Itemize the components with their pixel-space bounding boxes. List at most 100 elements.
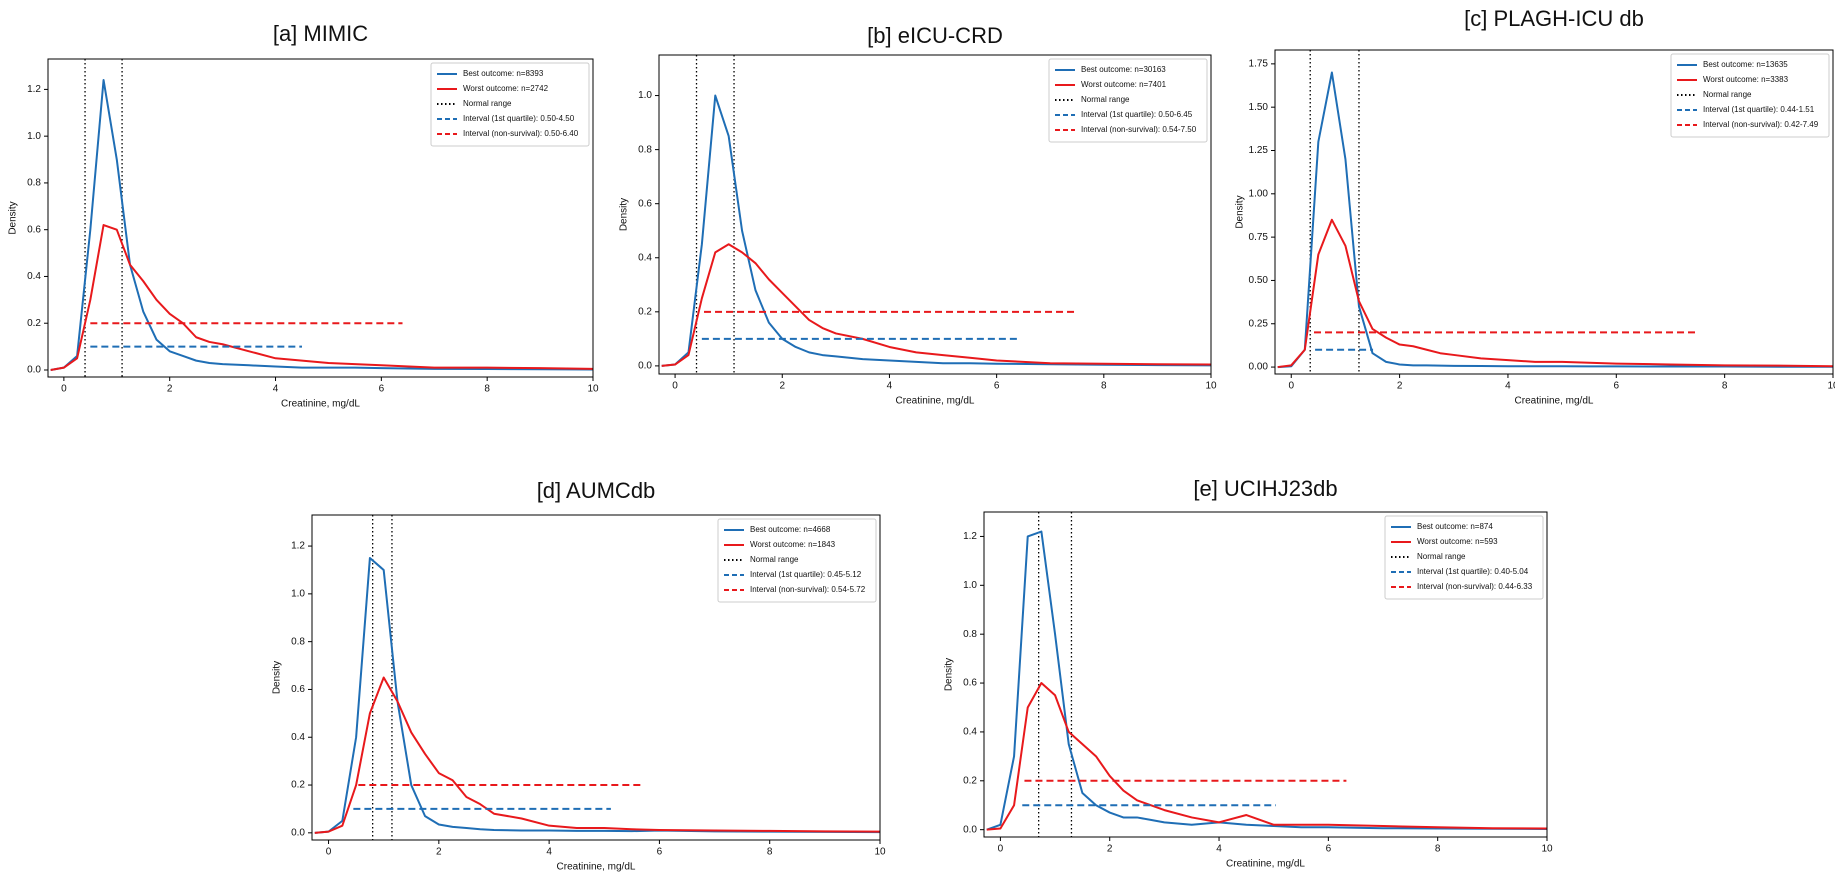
- x-tick-label: 2: [779, 381, 785, 392]
- y-tick-label: 0.2: [27, 318, 41, 329]
- legend-label: Normal range: [1703, 90, 1752, 99]
- x-tick-label: 10: [1541, 844, 1553, 855]
- y-axis-label: Density: [944, 658, 955, 691]
- y-tick-label: 0.50: [1249, 275, 1269, 286]
- y-tick-label: 0.6: [963, 678, 977, 689]
- legend-label: Interval (non-survival): 0.54-5.72: [750, 585, 866, 594]
- plot-frame: [311, 514, 881, 841]
- chart-panel: [a] MIMIC 0 2 4 6 8 10 0.0 0.2 0.4 0.6 0.8 1.0 1.2 Cre…: [8, 21, 599, 410]
- x-tick-label: 6: [994, 381, 1000, 392]
- y-tick-label: 0.00: [1249, 362, 1269, 373]
- legend-label: Interval (1st quartile): 0.50-4.50: [463, 114, 575, 123]
- density-line: [50, 224, 594, 371]
- y-tick-label: 1.75: [1249, 59, 1269, 70]
- y-axis-label: Density: [1235, 195, 1246, 228]
- legend-label: Best outcome: n=874: [1417, 522, 1493, 531]
- legend-label: Worst outcome: n=3383: [1703, 75, 1789, 84]
- x-tick-label: 2: [436, 847, 442, 858]
- legend-label: Worst outcome: n=593: [1417, 537, 1498, 546]
- density-line: [661, 243, 1212, 367]
- y-axis-label: Density: [8, 201, 19, 234]
- legend-label: Interval (1st quartile): 0.40-5.04: [1417, 567, 1529, 576]
- legend-label: Interval (1st quartile): 0.44-1.51: [1703, 105, 1815, 114]
- y-tick-label: 1.0: [291, 589, 305, 600]
- x-tick-label: 10: [1827, 381, 1835, 392]
- x-tick-label: 6: [657, 847, 663, 858]
- chart-title: [d] AUMCdb: [537, 478, 656, 503]
- chart-title: [b] eICU-CRD: [867, 23, 1003, 48]
- density-line: [986, 530, 1548, 831]
- density-line: [50, 79, 594, 371]
- x-axis-label: Creatinine, mg/dL: [896, 396, 975, 407]
- chart-panel: [b] eICU-CRD 0 2 4 6 8 10 0.0 0.2 0.4 0.6 0.8 1.0 Cre…: [619, 23, 1217, 407]
- y-tick-label: 0.6: [291, 684, 305, 695]
- y-tick-label: 0.6: [638, 198, 652, 209]
- legend-label: Worst outcome: n=7401: [1081, 80, 1167, 89]
- y-tick-label: 1.00: [1249, 188, 1269, 199]
- y-tick-label: 1.0: [638, 90, 652, 101]
- x-tick-label: 8: [484, 384, 490, 395]
- y-tick-label: 0.4: [291, 732, 305, 743]
- chart-panel: [c] PLAGH-ICU db 0 2 4 6 8 10 0.00 0.25 0.50 0.75 1…: [1235, 6, 1835, 407]
- x-tick-label: 2: [167, 384, 173, 395]
- legend-label: Best outcome: n=4668: [750, 525, 831, 534]
- legend-label: Interval (non-survival): 0.42-7.49: [1703, 120, 1819, 129]
- y-tick-label: 0.0: [27, 365, 41, 376]
- legend-box: [430, 62, 590, 147]
- x-axis-label: Creatinine, mg/dL: [281, 399, 360, 410]
- x-tick-label: 10: [587, 384, 599, 395]
- y-tick-label: 1.25: [1249, 145, 1269, 156]
- x-axis-label: Creatinine, mg/dL: [1226, 859, 1305, 870]
- y-tick-label: 0.0: [638, 361, 652, 372]
- x-tick-label: 10: [1205, 381, 1217, 392]
- x-tick-label: 10: [874, 847, 886, 858]
- y-tick-label: 0.8: [291, 636, 305, 647]
- legend-label: Interval (non-survival): 0.54-7.50: [1081, 125, 1197, 134]
- density-line: [661, 94, 1212, 367]
- y-tick-label: 0.6: [27, 224, 41, 235]
- legend-label: Normal range: [1081, 95, 1130, 104]
- legend-label: Normal range: [463, 99, 512, 108]
- y-tick-label: 0.2: [638, 306, 652, 317]
- y-tick-label: 0.8: [963, 629, 977, 640]
- x-tick-label: 2: [1397, 381, 1403, 392]
- chart-title: [e] UCIHJ23db: [1193, 476, 1337, 501]
- legend: Best outcome: n=8393 Worst outcome: n=274…: [430, 62, 590, 147]
- y-tick-label: 0.2: [291, 780, 305, 791]
- x-tick-label: 0: [326, 847, 332, 858]
- legend-label: Normal range: [750, 555, 799, 564]
- legend-label: Normal range: [1417, 552, 1466, 561]
- x-axis-label: Creatinine, mg/dL: [1515, 396, 1594, 407]
- y-tick-label: 0.25: [1249, 318, 1269, 329]
- y-tick-label: 1.2: [963, 531, 977, 542]
- x-tick-label: 8: [767, 847, 773, 858]
- y-tick-label: 0.0: [291, 827, 305, 838]
- y-tick-label: 0.4: [638, 252, 652, 263]
- y-axis-label: Density: [272, 661, 283, 694]
- x-tick-label: 4: [273, 384, 279, 395]
- y-tick-label: 0.8: [27, 178, 41, 189]
- chart-title: [a] MIMIC: [273, 21, 368, 46]
- legend: Best outcome: n=30163 Worst outcome: n=74…: [1048, 58, 1208, 143]
- legend-label: Interval (non-survival): 0.50-6.40: [463, 129, 579, 138]
- chart-title: [c] PLAGH-ICU db: [1464, 6, 1644, 31]
- y-tick-label: 0.4: [27, 271, 41, 282]
- x-tick-label: 0: [61, 384, 67, 395]
- x-tick-label: 8: [1435, 844, 1441, 855]
- y-tick-label: 0.2: [963, 775, 977, 786]
- y-tick-label: 0.4: [963, 727, 977, 738]
- x-tick-label: 0: [998, 844, 1004, 855]
- x-tick-label: 4: [887, 381, 893, 392]
- y-axis-label: Density: [619, 198, 630, 231]
- legend-label: Worst outcome: n=1843: [750, 540, 836, 549]
- density-line: [314, 676, 881, 834]
- legend-label: Interval (non-survival): 0.44-6.33: [1417, 582, 1533, 591]
- x-tick-label: 0: [672, 381, 678, 392]
- x-tick-label: 6: [379, 384, 385, 395]
- x-tick-label: 4: [1216, 844, 1222, 855]
- legend-label: Best outcome: n=13635: [1703, 60, 1788, 69]
- density-line: [986, 682, 1548, 831]
- x-tick-label: 0: [1288, 381, 1294, 392]
- x-tick-label: 6: [1614, 381, 1620, 392]
